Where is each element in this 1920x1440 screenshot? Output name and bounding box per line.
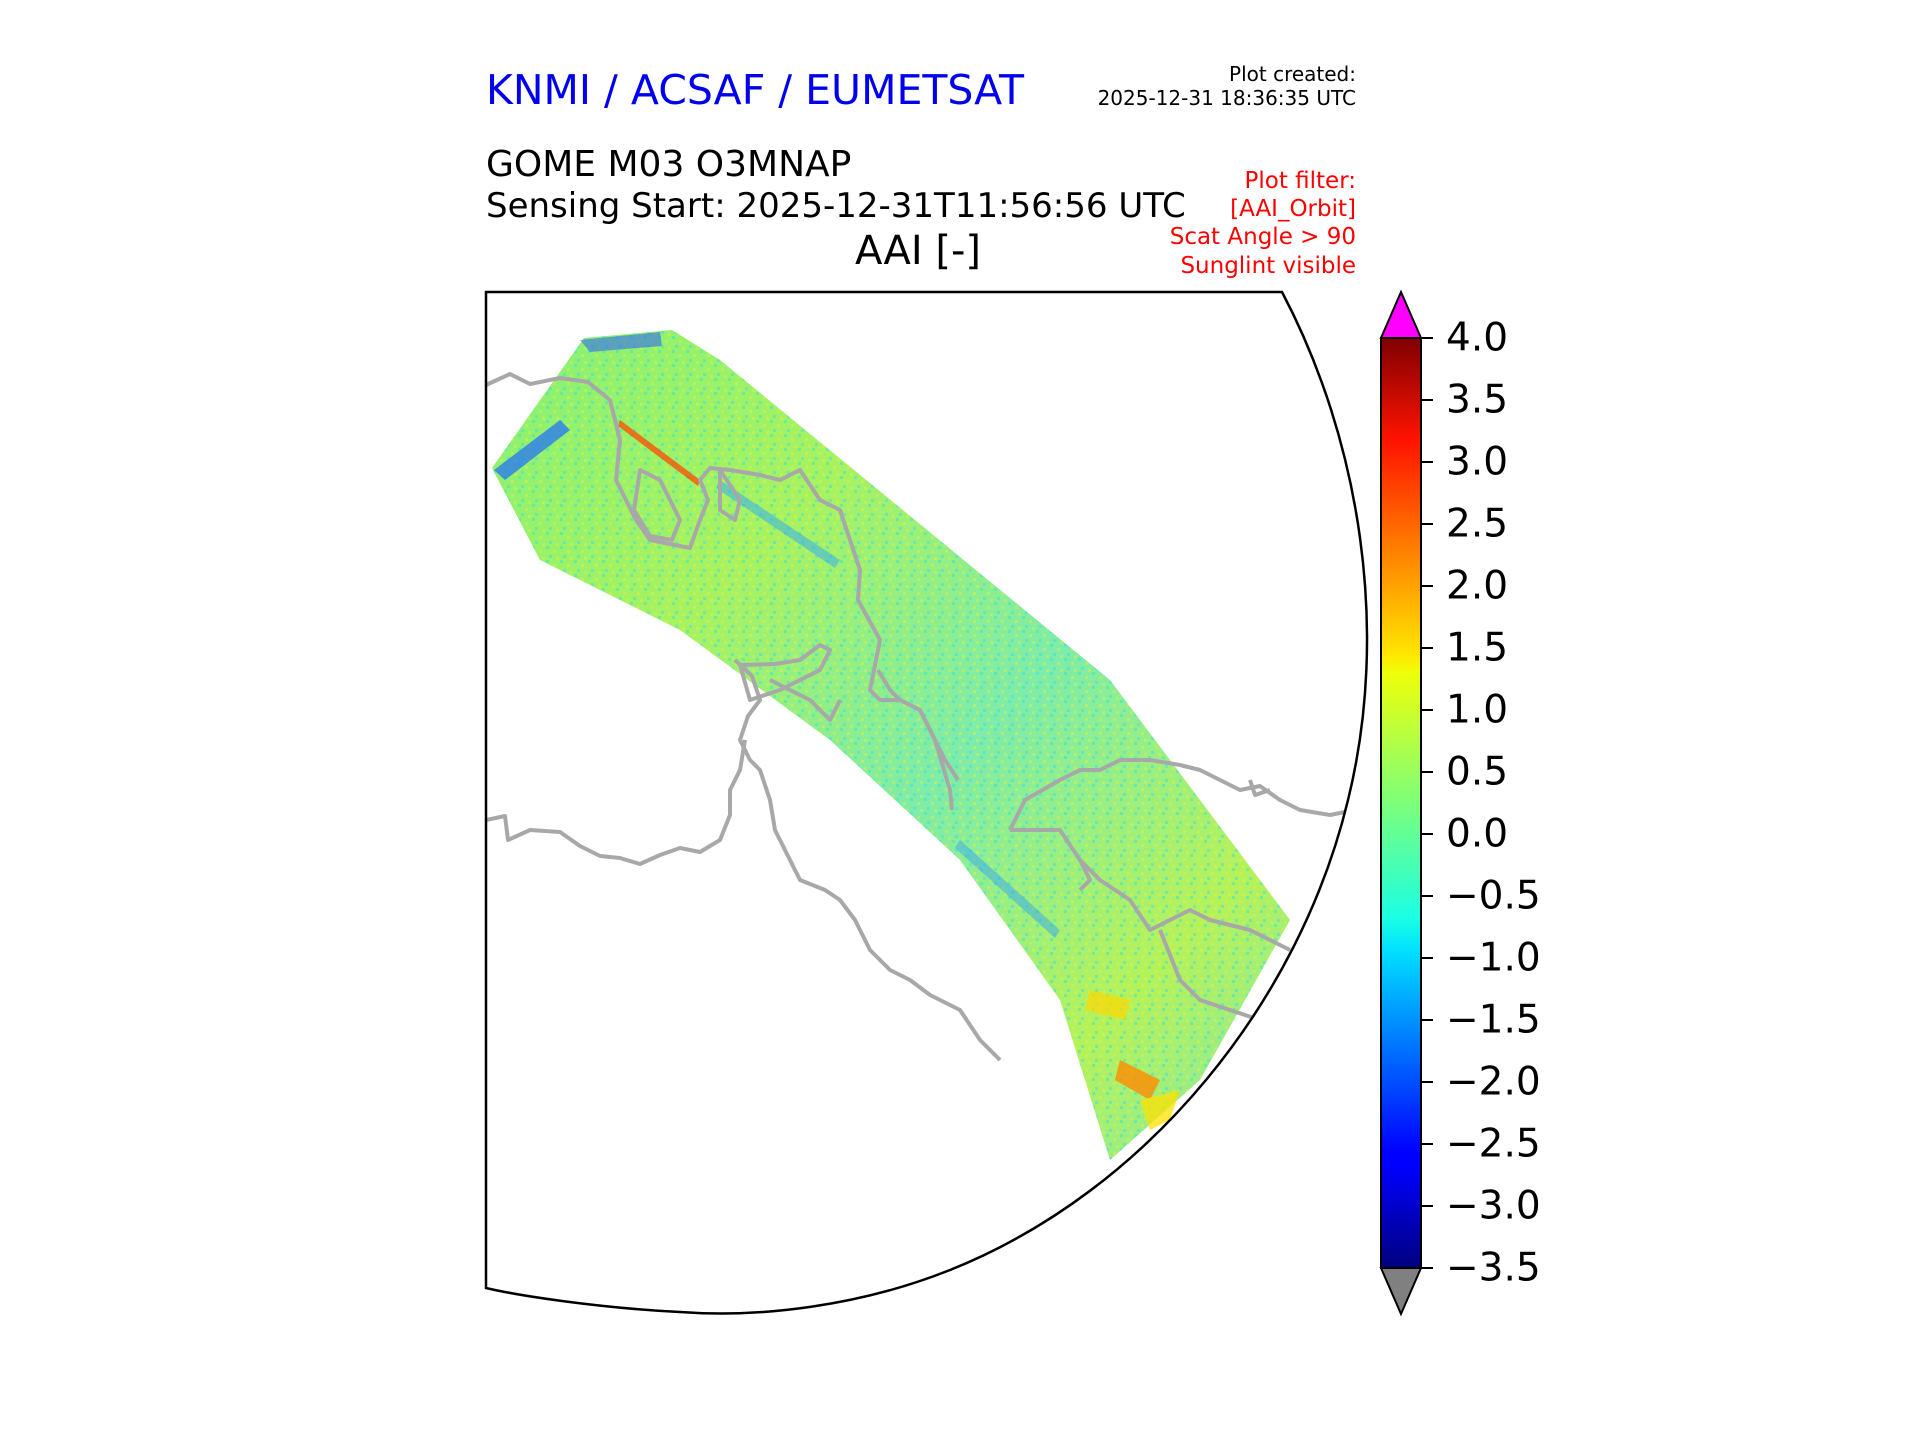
- colorbar-tick-label: 2.5: [1446, 501, 1509, 547]
- product-title: GOME M03 O3MNAP: [486, 144, 852, 185]
- coastline-mid: [733, 658, 1002, 1062]
- colorbar-tick-label: 2.0: [1446, 563, 1509, 609]
- colorbar-ticks: [1421, 337, 1433, 1269]
- colorbar-tick-label: −3.5: [1446, 1245, 1541, 1291]
- aai-high-streak: [618, 420, 700, 486]
- plot-filter-scat-angle: Scat Angle > 90: [1169, 224, 1356, 250]
- coastline-north: [486, 372, 960, 782]
- plot-filter-name: [AAI_Orbit]: [1230, 196, 1356, 222]
- colorbar-tick-label: 3.5: [1446, 377, 1509, 423]
- sensing-start: Sensing Start: 2025-12-31T11:56:56 UTC: [486, 186, 1186, 226]
- plot-filter-sunglint: Sunglint visible: [1180, 253, 1356, 279]
- coastline-west: [486, 739, 747, 866]
- colorbar-tick-label: 3.0: [1446, 439, 1509, 485]
- map-boundary: [484, 290, 1369, 1315]
- colorbar-tick-label: −3.0: [1446, 1183, 1541, 1229]
- coastline-east: [1008, 758, 1346, 831]
- colorbar-tick-label: 1.5: [1446, 625, 1509, 671]
- map-title: AAI [-]: [855, 228, 981, 274]
- plot-created-label: Plot created:: [1229, 62, 1356, 86]
- plot-created-time: 2025-12-31 18:36:35 UTC: [1097, 86, 1356, 110]
- colorbar-tick-label: 0.5: [1446, 749, 1509, 795]
- colorbar-tick-label: −2.5: [1446, 1121, 1541, 1167]
- plot-filter-label: Plot filter:: [1244, 168, 1356, 194]
- colorbar-tick-label: 1.0: [1446, 687, 1509, 733]
- colorbar-tick-label: −0.5: [1446, 873, 1541, 919]
- header-organization: KNMI / ACSAF / EUMETSAT: [486, 66, 1025, 114]
- colorbar-under-triangle: [1379, 1267, 1423, 1317]
- colorbar-tick-label: −1.5: [1446, 997, 1541, 1043]
- colorbar-tick-label: 0.0: [1446, 811, 1509, 857]
- colorbar-over-triangle: [1379, 289, 1423, 339]
- colorbar-tick-label: −1.0: [1446, 935, 1541, 981]
- aai-low-patch: [494, 420, 570, 480]
- colorbar-gradient: [1381, 338, 1421, 1268]
- colorbar: [1379, 289, 1433, 1317]
- map-area: [486, 330, 1346, 1160]
- coastlines: [486, 372, 1346, 1062]
- colorbar-tick-label: −2.0: [1446, 1059, 1541, 1105]
- colorbar-tick-label: 4.0: [1446, 315, 1509, 361]
